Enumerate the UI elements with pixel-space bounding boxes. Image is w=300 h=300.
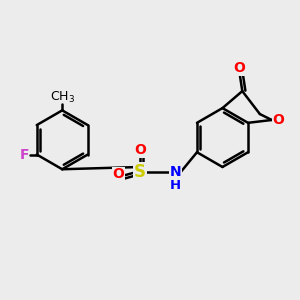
Text: O: O <box>273 113 284 127</box>
Text: S: S <box>134 163 146 181</box>
Text: F: F <box>20 148 29 161</box>
Text: CH$_3$: CH$_3$ <box>50 90 75 106</box>
Text: N: N <box>170 164 181 178</box>
Text: O: O <box>112 167 124 181</box>
Text: O: O <box>134 143 146 157</box>
Text: O: O <box>233 61 245 75</box>
Text: H: H <box>170 179 181 192</box>
